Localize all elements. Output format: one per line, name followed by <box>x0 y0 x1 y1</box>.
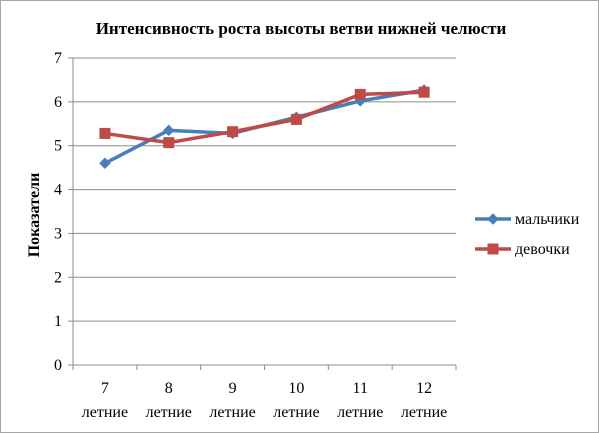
x-tick-label-word: летние <box>82 404 128 421</box>
y-tick-label: 7 <box>54 50 62 67</box>
x-tick-label-word: летние <box>273 404 319 421</box>
data-point <box>227 126 239 138</box>
legend-entry: мальчики <box>475 211 580 228</box>
x-tick-label-word: летние <box>337 404 383 421</box>
legend: мальчики девочки <box>475 211 580 258</box>
x-tick-label-number: 12 <box>416 380 432 397</box>
data-point <box>290 113 302 125</box>
data-point <box>354 88 366 100</box>
series-lines <box>99 84 430 169</box>
y-tick-label: 1 <box>54 313 62 330</box>
y-tick-label: 3 <box>54 225 62 242</box>
x-tick-label-number: 9 <box>229 380 237 397</box>
y-tick-label: 6 <box>54 94 62 111</box>
gridlines <box>73 57 456 322</box>
chart-title: Интенсивность роста высоты ветви нижней … <box>96 19 507 38</box>
y-tick-label: 4 <box>54 182 62 199</box>
y-tick-label: 0 <box>54 357 62 374</box>
legend-label: мальчики <box>515 211 580 228</box>
legend-swatch-marker <box>487 243 499 255</box>
y-tick-label: 2 <box>54 269 62 286</box>
x-tick-label-number: 10 <box>288 380 304 397</box>
x-tick-label-word: летние <box>209 404 255 421</box>
data-point <box>418 86 430 98</box>
data-point <box>99 157 111 169</box>
x-tick-label-word: летние <box>401 404 447 421</box>
x-tick-label-number: 11 <box>353 380 368 397</box>
data-point <box>99 127 111 139</box>
series-line <box>104 90 425 145</box>
legend-swatch-marker <box>487 213 499 225</box>
data-point <box>163 124 175 137</box>
x-tick-label-number: 7 <box>101 380 109 397</box>
series-2 <box>99 86 430 149</box>
legend-label: девочки <box>515 241 570 258</box>
y-tick-labels: 0 1 2 3 4 5 6 7 <box>54 50 62 374</box>
x-tick-labels: 7 летние 8 летние 9 летние 10 летние 11 летние 12 л… <box>82 380 447 421</box>
x-tick-label-number: 8 <box>165 380 173 397</box>
x-tick-label-word: летние <box>146 404 192 421</box>
data-point <box>163 137 175 149</box>
axes <box>68 57 457 370</box>
legend-entry: девочки <box>475 241 570 258</box>
y-tick-label: 5 <box>54 138 62 155</box>
y-axis-label: Показатели <box>26 173 43 258</box>
